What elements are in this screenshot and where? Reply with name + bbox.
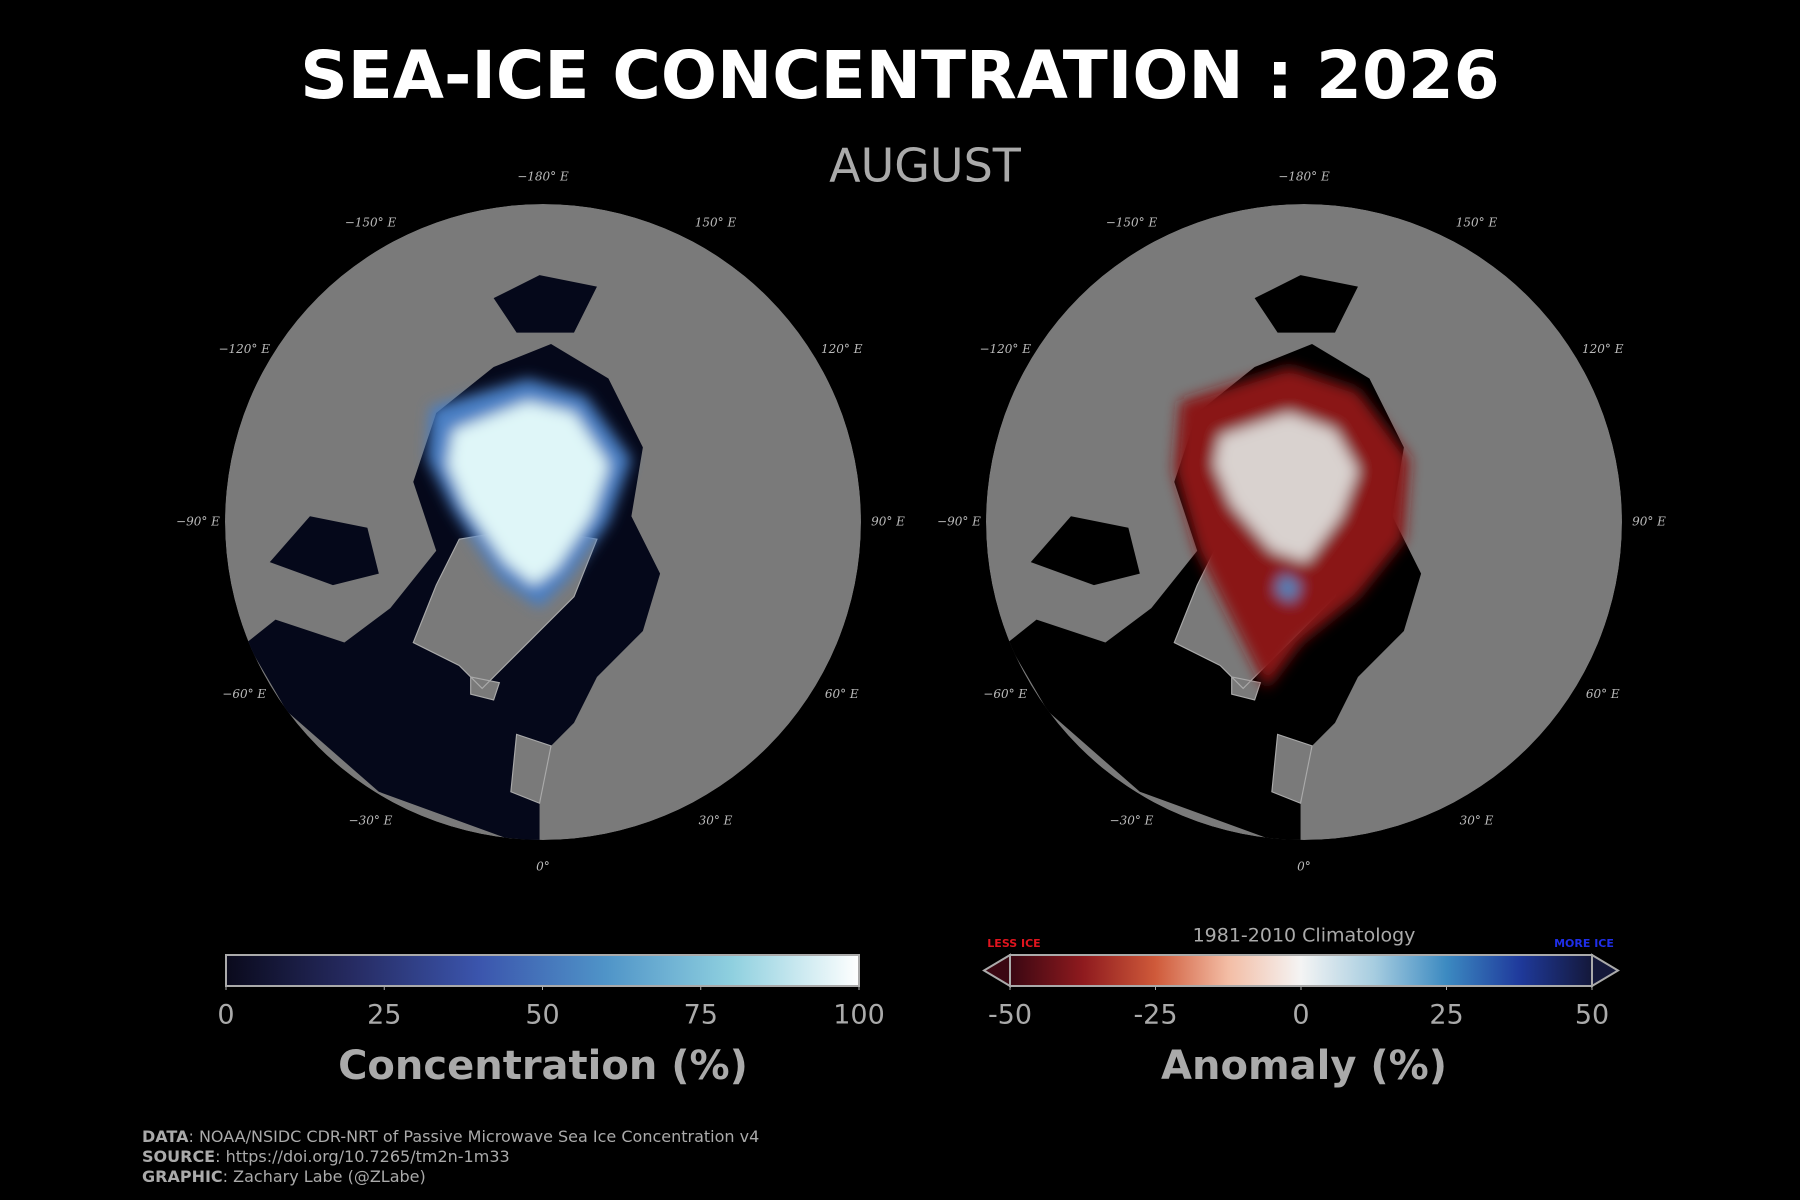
colorbar-tick-label: 75 [684, 1000, 718, 1031]
longitude-label: −60° E [983, 687, 1027, 701]
colorbar-tick-label: -50 [988, 1000, 1032, 1031]
longitude-label: −30° E [1110, 813, 1154, 827]
colorbar [225, 954, 860, 987]
credit-key: DATA [142, 1127, 189, 1146]
colorbar-tick-label: -25 [1133, 1000, 1177, 1031]
colorbar [1009, 954, 1593, 987]
credit-line: GRAPHIC: Zachary Labe (@ZLabe) [142, 1167, 426, 1186]
colorbar-tick-label: 100 [833, 1000, 885, 1031]
colorbar-extend-low [982, 953, 1011, 988]
longitude-label: −90° E [176, 515, 220, 529]
map-concentration [225, 204, 861, 840]
longitude-label: 150° E [695, 216, 737, 230]
longitude-label: 30° E [1460, 813, 1494, 827]
colorbar-tick-label: 0 [217, 1000, 234, 1031]
credit-key: GRAPHIC [142, 1167, 223, 1186]
subtitle: AUGUST [829, 139, 1022, 193]
credit-text: : Zachary Labe (@ZLabe) [223, 1167, 426, 1186]
colorbar-label: Anomaly (%) [1161, 1043, 1447, 1089]
colorbar-tick-label: 0 [1292, 1000, 1309, 1031]
credit-line: DATA: NOAA/NSIDC CDR-NRT of Passive Micr… [142, 1127, 759, 1146]
longitude-label: 150° E [1456, 216, 1498, 230]
credit-key: SOURCE [142, 1147, 215, 1166]
longitude-label: 120° E [821, 342, 863, 356]
credit-text: : NOAA/NSIDC CDR-NRT of Passive Microwav… [188, 1127, 759, 1146]
longitude-label: 90° E [871, 515, 905, 529]
longitude-label: 30° E [699, 813, 733, 827]
longitude-label: 60° E [825, 687, 859, 701]
map-anomaly [986, 204, 1622, 840]
longitude-label: −120° E [218, 342, 270, 356]
title: SEA-ICE CONCENTRATION : 2026 [300, 37, 1499, 114]
colorbar-tick-label: 50 [525, 1000, 559, 1031]
colorbar-tick-label: 25 [1429, 1000, 1463, 1031]
longitude-label: −30° E [349, 813, 393, 827]
longitude-label: 60° E [1586, 687, 1620, 701]
less-ice-note: LESS ICE [987, 937, 1040, 950]
longitude-label: 120° E [1582, 342, 1624, 356]
colorbar-title: 1981-2010 Climatology [1193, 925, 1416, 947]
longitude-label: 0° [536, 860, 550, 874]
credit-line: SOURCE: https://doi.org/10.7265/tm2n-1m3… [142, 1147, 510, 1166]
longitude-label: −90° E [937, 515, 981, 529]
colorbar-extend-high [1591, 953, 1620, 988]
colorbar-tick-label: 50 [1575, 1000, 1609, 1031]
longitude-label: −180° E [1278, 170, 1330, 184]
longitude-label: −150° E [1106, 216, 1158, 230]
longitude-label: −60° E [222, 687, 266, 701]
longitude-label: −150° E [345, 216, 397, 230]
colorbar-tick-label: 25 [367, 1000, 401, 1031]
longitude-label: −180° E [517, 170, 569, 184]
more-ice-note: MORE ICE [1554, 937, 1614, 950]
longitude-label: −120° E [979, 342, 1031, 356]
credit-text: : https://doi.org/10.7265/tm2n-1m33 [215, 1147, 510, 1166]
longitude-label: 90° E [1632, 515, 1666, 529]
colorbar-label: Concentration (%) [338, 1043, 748, 1089]
longitude-label: 0° [1297, 860, 1311, 874]
